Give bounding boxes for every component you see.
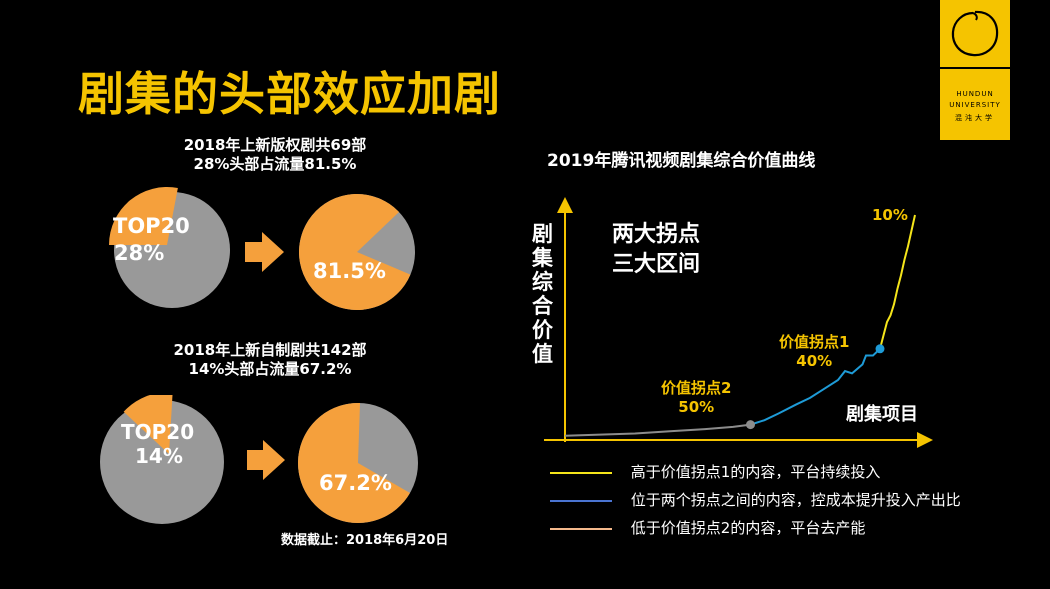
pie1-left-label-a: TOP20 — [113, 214, 190, 238]
pie2-left-label-a: TOP20 — [121, 420, 195, 444]
series-line-2 — [879, 214, 916, 350]
logo-divider — [940, 67, 1010, 69]
section1-heading: 2018年上新版权剧共69部 28%头部占流量81.5% — [140, 136, 410, 174]
arrow-right-icon — [245, 232, 284, 272]
logo-line1: HUNDUN — [956, 90, 994, 98]
legend-item: 低于价值拐点2的内容，平台去产能 — [550, 517, 961, 545]
section1-pies — [109, 187, 415, 310]
top-label: 10% — [872, 206, 908, 224]
legend-text: 高于价值拐点1的内容，平台持续投入 — [630, 463, 881, 481]
pie2-left-slice — [123, 395, 173, 454]
inflection-point-0 — [746, 420, 755, 430]
pie2-right-label: 67.2% — [319, 471, 392, 495]
inflection-point-1 — [875, 344, 885, 354]
logo-line3: 混沌大学 — [955, 114, 995, 122]
pie2-left-gray — [100, 400, 224, 524]
arrow-right-icon — [247, 440, 285, 480]
marker1-label-b: 40% — [796, 352, 833, 370]
marker2-label-b: 50% — [678, 398, 715, 416]
pie1-left-label-b: 28% — [114, 241, 165, 265]
series-line-1 — [750, 348, 881, 426]
value-curve-chart — [544, 197, 933, 448]
annotation-line2: 三大区间 — [612, 252, 701, 277]
legend-item: 高于价值拐点1的内容，平台持续投入 — [550, 461, 961, 489]
chart-title: 2019年腾讯视频剧集综合价值曲线 — [547, 151, 816, 171]
marker2-label-a: 价值拐点2 — [661, 379, 732, 397]
y-axis-label: 剧集综合价值 — [532, 222, 553, 366]
section2-pies — [100, 395, 418, 524]
legend-swatch — [550, 499, 612, 502]
legend-text: 低于价值拐点2的内容，平台去产能 — [630, 519, 866, 537]
pie2-left-label-b: 14% — [135, 444, 183, 468]
legend-swatch — [550, 471, 612, 474]
legend-swatch — [550, 527, 612, 530]
section2-line1: 2018年上新自制剧共142部 — [173, 341, 367, 359]
chart-annotation: 两大拐点 三大区间 — [612, 220, 700, 280]
legend-text: 位于两个拐点之间的内容，控成本提升投入产出比 — [630, 491, 961, 509]
series-line-0 — [564, 423, 751, 437]
pie2-right-slice — [298, 403, 410, 523]
data-cutoff-note: 数据截止：2018年6月20日 — [281, 533, 449, 548]
pie1-right-label: 81.5% — [313, 259, 386, 283]
logo-circle-icon — [951, 10, 999, 57]
pie1-left-slice — [109, 187, 178, 245]
marker2-label: 价值拐点2 50% — [661, 379, 731, 417]
x-axis-label: 剧集项目 — [846, 404, 918, 425]
pie1-right-slice — [298, 194, 411, 310]
page-title: 剧集的头部效应加剧 — [78, 67, 501, 121]
marker1-label: 价值拐点1 40% — [779, 333, 849, 371]
chart-legend: 高于价值拐点1的内容，平台持续投入 位于两个拐点之间的内容，控成本提升投入产出比… — [550, 461, 961, 545]
annotation-line1: 两大拐点 — [612, 222, 701, 247]
section2-heading: 2018年上新自制剧共142部 14%头部占流量67.2% — [125, 341, 415, 379]
legend-item: 位于两个拐点之间的内容，控成本提升投入产出比 — [550, 489, 961, 517]
logo-line2: UNIVERSITY — [949, 101, 1001, 109]
section1-line2: 28%头部占流量81.5% — [193, 155, 357, 173]
hundun-logo: HUNDUN UNIVERSITY 混沌大学 — [940, 0, 1010, 140]
marker1-label-a: 价值拐点1 — [779, 333, 850, 351]
section2-line2: 14%头部占流量67.2% — [188, 360, 352, 378]
section1-line1: 2018年上新版权剧共69部 — [183, 136, 367, 154]
